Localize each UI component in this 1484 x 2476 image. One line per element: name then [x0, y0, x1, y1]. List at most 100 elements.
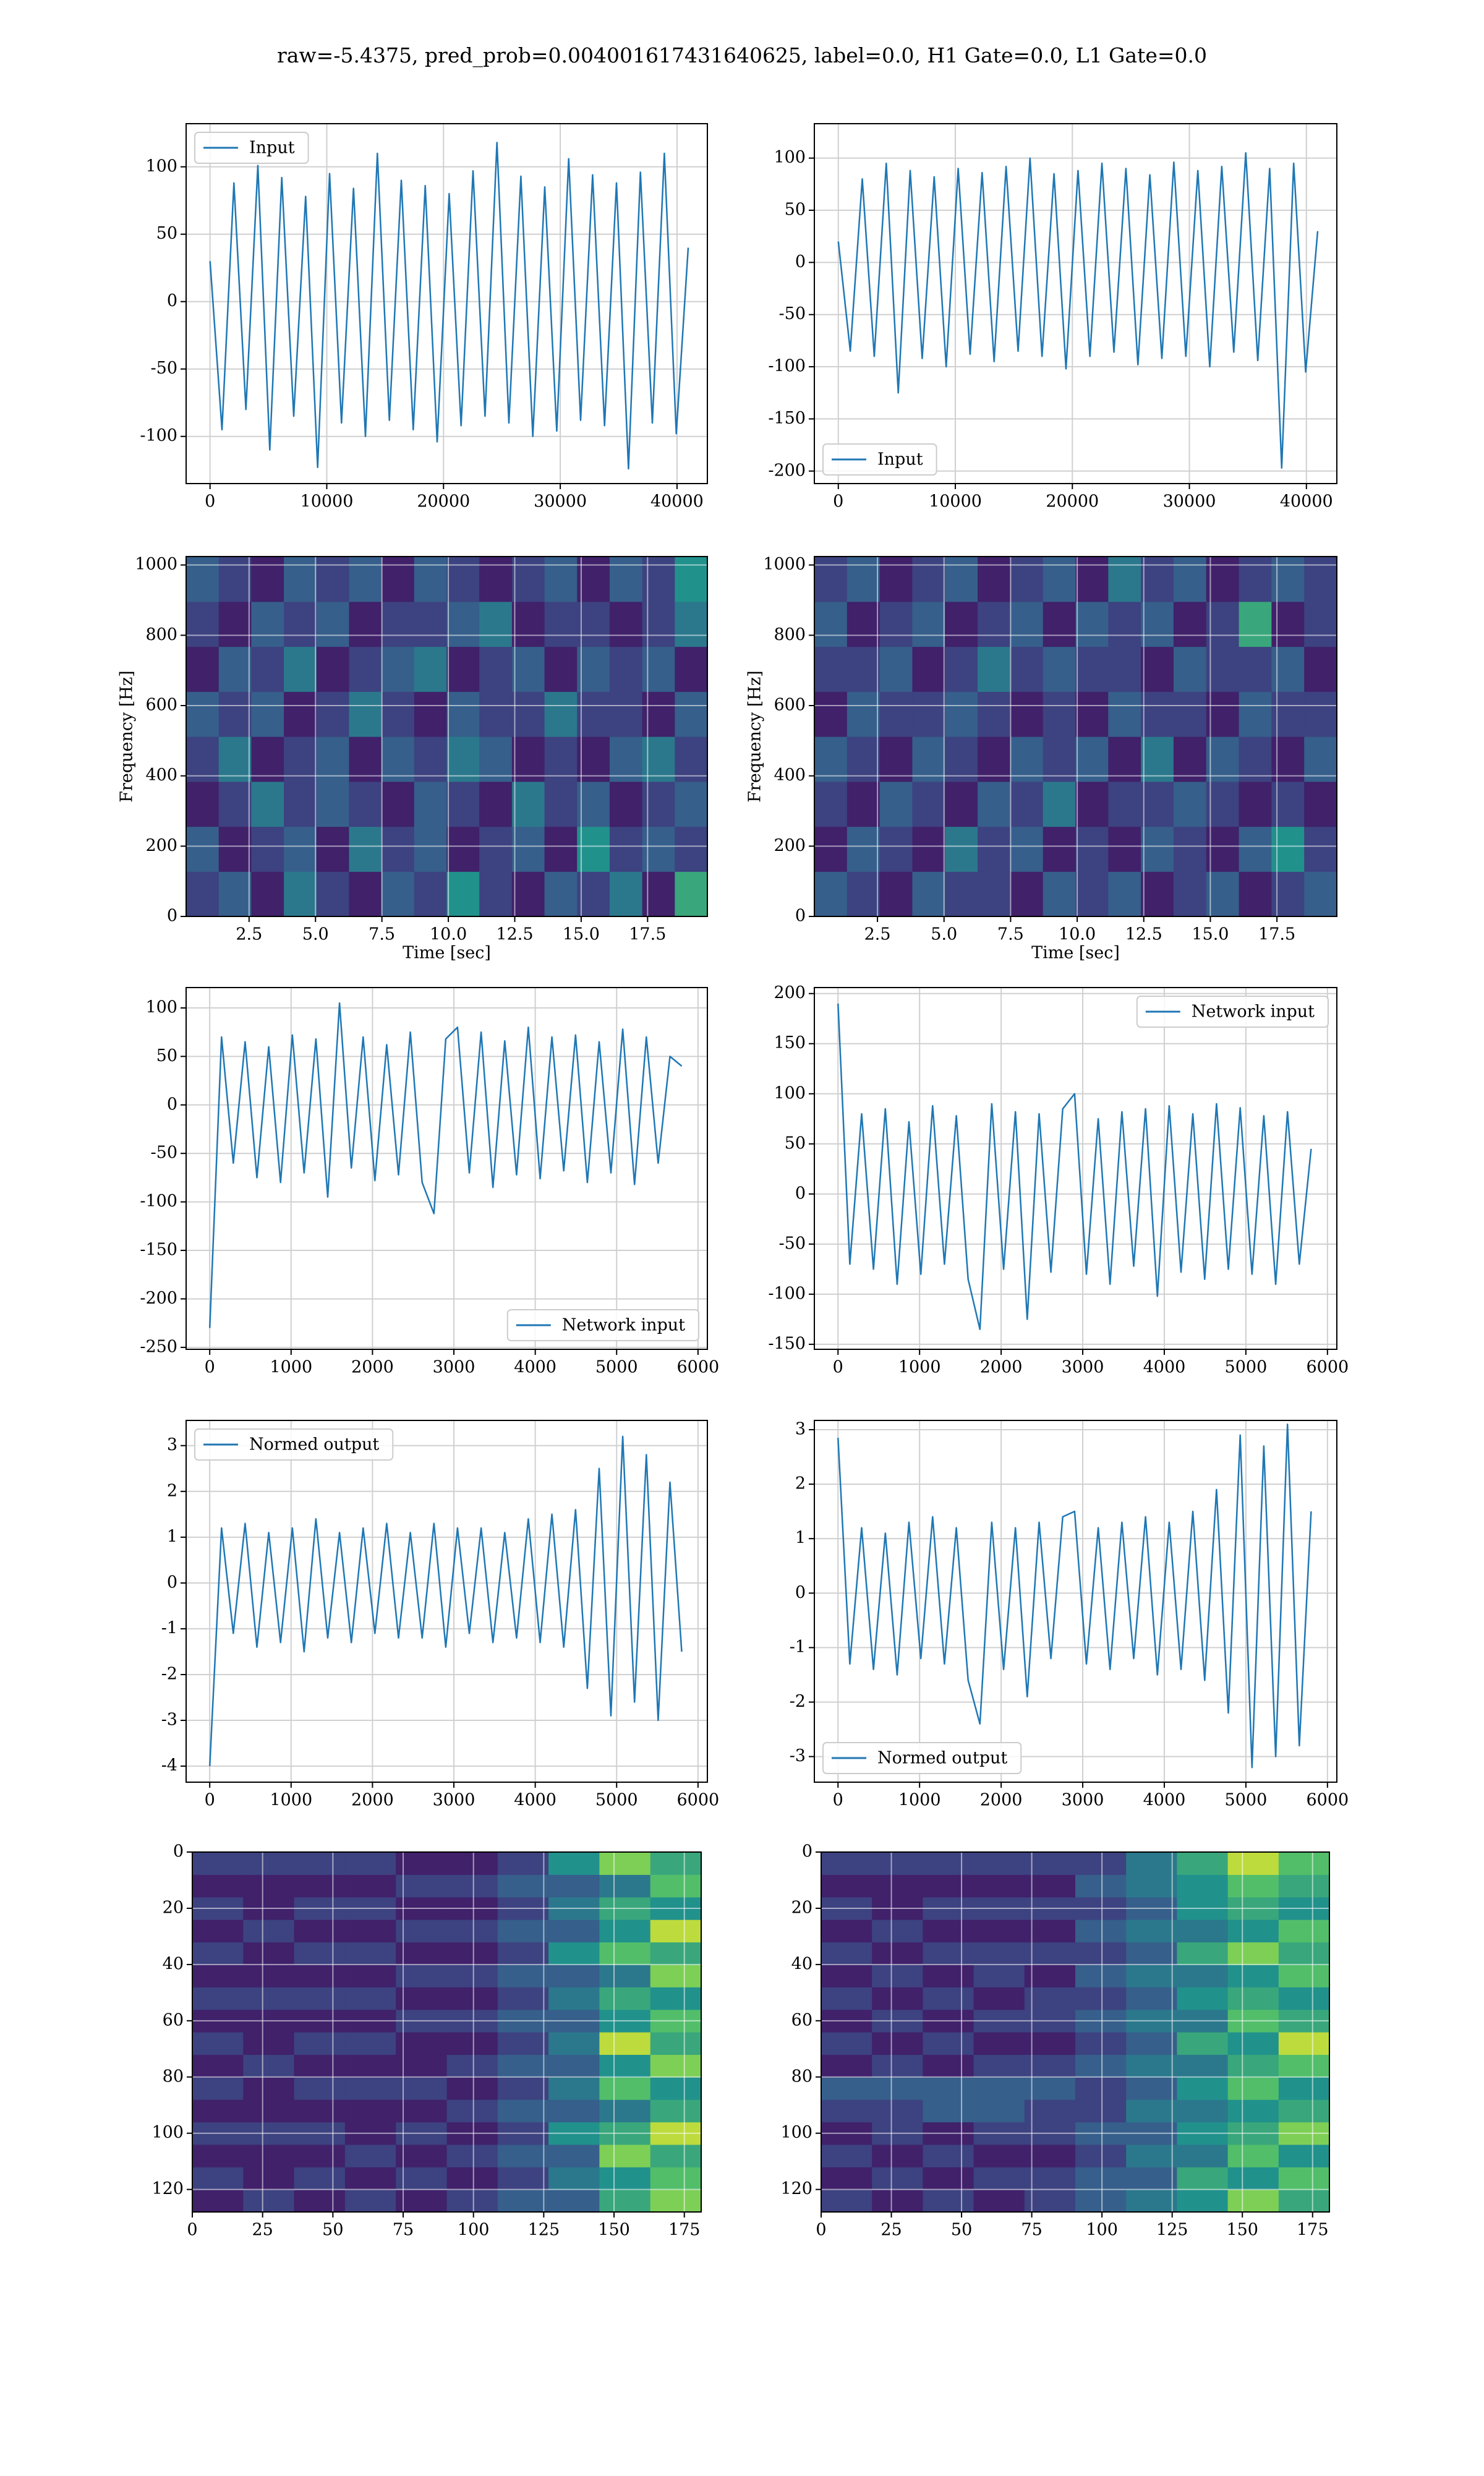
- heat-cell: [396, 2054, 448, 2078]
- heat-cell: [1108, 781, 1141, 827]
- x-tick-label: 6000: [677, 1791, 720, 1810]
- heat-cell: [577, 646, 610, 692]
- y-tick-label: 800: [774, 625, 806, 644]
- heat-cell: [923, 2032, 974, 2055]
- heat-cell: [846, 781, 881, 827]
- y-tick-label: -50: [779, 304, 806, 323]
- y-tick-label: -150: [140, 1240, 177, 1260]
- heat-cell: [192, 1942, 244, 1965]
- heat-cell: [577, 601, 610, 647]
- heat-cell: [192, 2032, 244, 2055]
- heat-cell: [1227, 1964, 1279, 1987]
- heat-cell: [846, 736, 881, 782]
- heat-cell: [497, 2167, 549, 2190]
- heat-cell: [1108, 826, 1141, 872]
- heat-cell: [548, 1987, 600, 2010]
- heat-cell: [1304, 557, 1337, 602]
- heat-cell: [396, 1852, 448, 1875]
- heat-cell: [821, 2032, 872, 2055]
- heat-cell: [1177, 1919, 1229, 1943]
- heat-cell: [511, 646, 545, 692]
- heat-cell: [1206, 736, 1240, 782]
- heat-cell: [912, 557, 945, 602]
- x-tick-label: 0: [205, 492, 215, 511]
- heat-cell: [414, 601, 448, 647]
- heat-cell: [218, 781, 252, 827]
- heat-cell: [973, 2032, 1025, 2055]
- y-tick-label: -150: [768, 1334, 806, 1353]
- y-tick-label: 200: [774, 836, 806, 855]
- heat-cell: [349, 646, 382, 692]
- heat-cell: [1141, 646, 1174, 692]
- heat-cell: [192, 2189, 244, 2213]
- heat-cell: [548, 2167, 600, 2190]
- heat-cell: [609, 691, 643, 737]
- heat-cell: [879, 557, 913, 602]
- heat-cell: [1075, 736, 1109, 782]
- x-tick-label: 100: [458, 2221, 490, 2240]
- heat-cell: [1075, 2077, 1127, 2100]
- heat-cell: [294, 1852, 346, 1875]
- heat-cell: [548, 2099, 600, 2123]
- y-tick-label: 60: [163, 2010, 184, 2030]
- heat-cell: [1239, 826, 1272, 872]
- heat-cell: [599, 1874, 651, 1898]
- x-tick-label: 150: [1226, 2221, 1258, 2240]
- heat-cell: [821, 2054, 872, 2078]
- heat-cell: [978, 691, 1011, 737]
- heat-cell: [446, 646, 480, 692]
- y-tick-label: 200: [145, 836, 177, 855]
- x-axis-label: Time [sec]: [1031, 944, 1120, 963]
- y-tick-label: 800: [145, 625, 177, 644]
- heat-cell: [872, 2032, 923, 2055]
- heat-cell: [978, 646, 1011, 692]
- y-tick-label: 2: [795, 1474, 806, 1493]
- heat-cell: [675, 826, 708, 872]
- x-tick-label: 15.0: [1192, 925, 1229, 944]
- x-tick-label: 4000: [1143, 1358, 1186, 1377]
- subplot: 0 1000 2000 3000 4000 5000 6000-250-200-150-10…: [140, 987, 719, 1377]
- x-tick-label: 2.5: [864, 925, 891, 944]
- heat-cell: [1010, 601, 1044, 647]
- y-tick-label: -4: [161, 1756, 177, 1775]
- heat-cell: [251, 826, 284, 872]
- x-tick-label: 2.5: [236, 925, 262, 944]
- heat-cell: [497, 1964, 549, 1987]
- heat-cell: [872, 1942, 923, 1965]
- heat-cell: [1227, 1942, 1279, 1965]
- y-tick-label: 0: [795, 1184, 806, 1203]
- heat-cell: [978, 601, 1011, 647]
- heat-cell: [344, 2099, 396, 2123]
- heat-cell: [344, 1919, 396, 1943]
- heat-cell: [945, 736, 978, 782]
- heat-cell: [1278, 2077, 1330, 2100]
- heat-cell: [814, 736, 848, 782]
- heat-cell: [1024, 2144, 1076, 2167]
- heat-cell: [923, 1987, 974, 2010]
- x-tick-label: 125: [1156, 2221, 1188, 2240]
- heat-cell: [218, 736, 252, 782]
- heat-cell: [978, 826, 1011, 872]
- heat-cell: [192, 1964, 244, 1987]
- heat-cell: [284, 691, 317, 737]
- heat-cell: [349, 871, 382, 917]
- x-tick-label: 0: [833, 492, 843, 511]
- heat-cell: [1108, 646, 1141, 692]
- y-tick-label: 0: [795, 252, 806, 271]
- heat-cell: [821, 2167, 872, 2190]
- heat-cell: [344, 1874, 396, 1898]
- heat-cell: [1173, 871, 1207, 917]
- y-tick-label: 40: [791, 1954, 812, 1973]
- heat-cell: [1206, 557, 1240, 602]
- heat-cell: [1043, 826, 1077, 872]
- heat-cell: [872, 1852, 923, 1875]
- heat-cell: [243, 2032, 295, 2055]
- y-tick-label: 0: [167, 1573, 177, 1592]
- heat-cell: [599, 2189, 651, 2213]
- x-tick-label: 5000: [595, 1358, 638, 1377]
- heat-cell: [973, 2144, 1025, 2167]
- heat-cell: [1278, 2144, 1330, 2167]
- heat-cell: [548, 2077, 600, 2100]
- legend-frame: [822, 443, 937, 476]
- heat-cell: [846, 691, 881, 737]
